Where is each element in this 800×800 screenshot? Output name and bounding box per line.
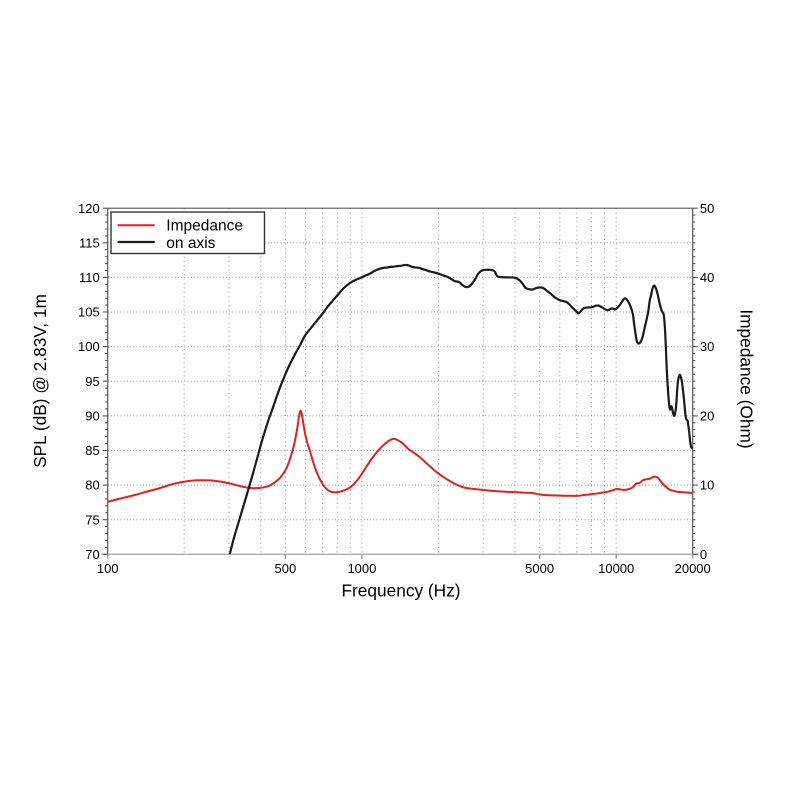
svg-text:90: 90 [85,409,99,424]
svg-text:20000: 20000 [675,561,711,576]
svg-text:75: 75 [85,512,99,527]
svg-text:110: 110 [79,270,100,285]
svg-text:5000: 5000 [525,561,554,576]
svg-text:105: 105 [78,305,100,320]
svg-text:50: 50 [700,201,714,216]
svg-text:100: 100 [97,561,119,576]
svg-text:100: 100 [78,339,100,354]
svg-text:80: 80 [85,478,99,493]
svg-text:1000: 1000 [347,561,376,576]
svg-text:30: 30 [700,339,714,354]
svg-text:10: 10 [700,478,714,493]
svg-text:Frequency (Hz): Frequency (Hz) [341,581,460,601]
svg-text:Impedance (Ohm): Impedance (Ohm) [737,309,757,448]
svg-text:on axis: on axis [166,235,215,252]
svg-text:10000: 10000 [598,561,634,576]
svg-text:115: 115 [79,235,100,250]
svg-text:120: 120 [78,201,100,216]
svg-text:70: 70 [85,547,99,562]
svg-text:85: 85 [85,443,99,458]
svg-text:95: 95 [85,374,99,389]
svg-text:SPL (dB) @ 2.83V, 1m: SPL (dB) @ 2.83V, 1m [30,294,50,468]
svg-text:20: 20 [700,409,714,424]
svg-text:Impedance: Impedance [166,217,243,234]
svg-text:500: 500 [275,561,297,576]
svg-text:0: 0 [700,547,707,562]
svg-text:40: 40 [700,270,714,285]
